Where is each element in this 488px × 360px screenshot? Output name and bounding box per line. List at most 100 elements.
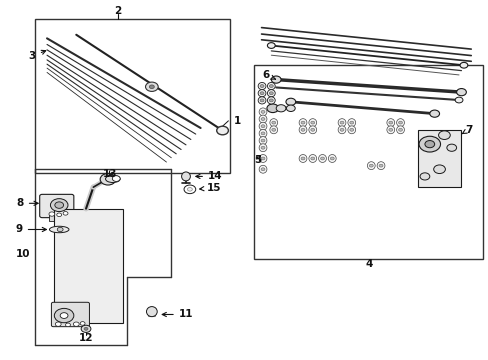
Text: 7: 7	[461, 125, 471, 135]
Circle shape	[65, 323, 70, 327]
Ellipse shape	[258, 90, 265, 97]
Circle shape	[433, 165, 445, 174]
Circle shape	[320, 157, 324, 160]
Bar	[49, 215, 66, 221]
Circle shape	[266, 104, 278, 113]
Circle shape	[301, 157, 305, 160]
Ellipse shape	[146, 307, 157, 317]
Ellipse shape	[347, 126, 355, 134]
Circle shape	[269, 92, 273, 95]
Circle shape	[330, 157, 333, 160]
Polygon shape	[417, 130, 461, 187]
Ellipse shape	[259, 130, 266, 137]
Circle shape	[267, 42, 275, 48]
Circle shape	[310, 121, 314, 124]
Text: 2: 2	[114, 6, 121, 16]
Text: 12: 12	[79, 333, 93, 343]
Circle shape	[310, 157, 314, 160]
Bar	[254, 65, 483, 259]
Bar	[54, 209, 122, 323]
Ellipse shape	[259, 165, 266, 173]
Circle shape	[286, 105, 295, 112]
Ellipse shape	[299, 119, 306, 127]
FancyBboxPatch shape	[40, 194, 74, 218]
Circle shape	[149, 85, 154, 89]
Ellipse shape	[259, 136, 266, 144]
Text: 5: 5	[254, 154, 261, 165]
Ellipse shape	[308, 119, 316, 127]
Circle shape	[285, 98, 295, 105]
Ellipse shape	[269, 119, 277, 127]
Circle shape	[261, 146, 264, 149]
Circle shape	[388, 121, 392, 124]
Ellipse shape	[299, 126, 306, 134]
Circle shape	[145, 82, 158, 91]
Circle shape	[261, 139, 264, 142]
Text: 4: 4	[365, 259, 372, 269]
Ellipse shape	[396, 119, 404, 127]
Circle shape	[55, 202, 63, 208]
Circle shape	[271, 76, 281, 83]
Ellipse shape	[386, 119, 394, 127]
Circle shape	[429, 110, 439, 117]
Ellipse shape	[328, 154, 335, 162]
Circle shape	[260, 99, 264, 102]
Ellipse shape	[267, 97, 275, 104]
Circle shape	[349, 121, 353, 124]
Circle shape	[368, 164, 372, 167]
Circle shape	[84, 327, 88, 330]
Circle shape	[454, 97, 462, 103]
Text: 8: 8	[17, 198, 38, 208]
Circle shape	[456, 89, 466, 96]
Circle shape	[260, 92, 264, 95]
Circle shape	[418, 136, 440, 152]
Text: 14: 14	[196, 171, 222, 181]
Ellipse shape	[49, 226, 69, 233]
Text: 6: 6	[262, 70, 275, 80]
Circle shape	[388, 129, 392, 131]
Ellipse shape	[396, 126, 404, 134]
Ellipse shape	[366, 162, 374, 170]
Circle shape	[261, 157, 264, 160]
Ellipse shape	[181, 172, 190, 181]
Ellipse shape	[259, 154, 266, 162]
Circle shape	[339, 121, 343, 124]
Circle shape	[310, 129, 314, 131]
Circle shape	[276, 105, 285, 112]
Bar	[35, 19, 229, 173]
Circle shape	[271, 121, 275, 124]
Circle shape	[81, 325, 91, 332]
Ellipse shape	[308, 126, 316, 134]
Circle shape	[261, 168, 264, 171]
Text: 11: 11	[162, 310, 193, 319]
Circle shape	[187, 188, 192, 191]
Circle shape	[261, 132, 264, 135]
Circle shape	[398, 129, 402, 131]
FancyBboxPatch shape	[51, 302, 89, 327]
Text: 9: 9	[16, 225, 46, 234]
Circle shape	[349, 129, 353, 131]
Ellipse shape	[318, 154, 326, 162]
Text: 1: 1	[233, 116, 240, 126]
Ellipse shape	[259, 108, 266, 116]
Circle shape	[269, 99, 273, 102]
Ellipse shape	[308, 154, 316, 162]
Ellipse shape	[337, 126, 345, 134]
Text: 3: 3	[29, 50, 46, 61]
Circle shape	[424, 140, 434, 148]
Ellipse shape	[299, 154, 306, 162]
Circle shape	[301, 121, 305, 124]
Circle shape	[112, 176, 120, 181]
Circle shape	[398, 121, 402, 124]
Ellipse shape	[337, 119, 345, 127]
Circle shape	[339, 129, 343, 131]
Circle shape	[269, 85, 273, 87]
Circle shape	[271, 129, 275, 131]
Circle shape	[446, 144, 456, 151]
Text: 13: 13	[103, 168, 118, 179]
Circle shape	[261, 125, 264, 128]
Circle shape	[459, 62, 467, 68]
Circle shape	[57, 227, 63, 231]
Circle shape	[57, 213, 61, 217]
Ellipse shape	[259, 115, 266, 123]
